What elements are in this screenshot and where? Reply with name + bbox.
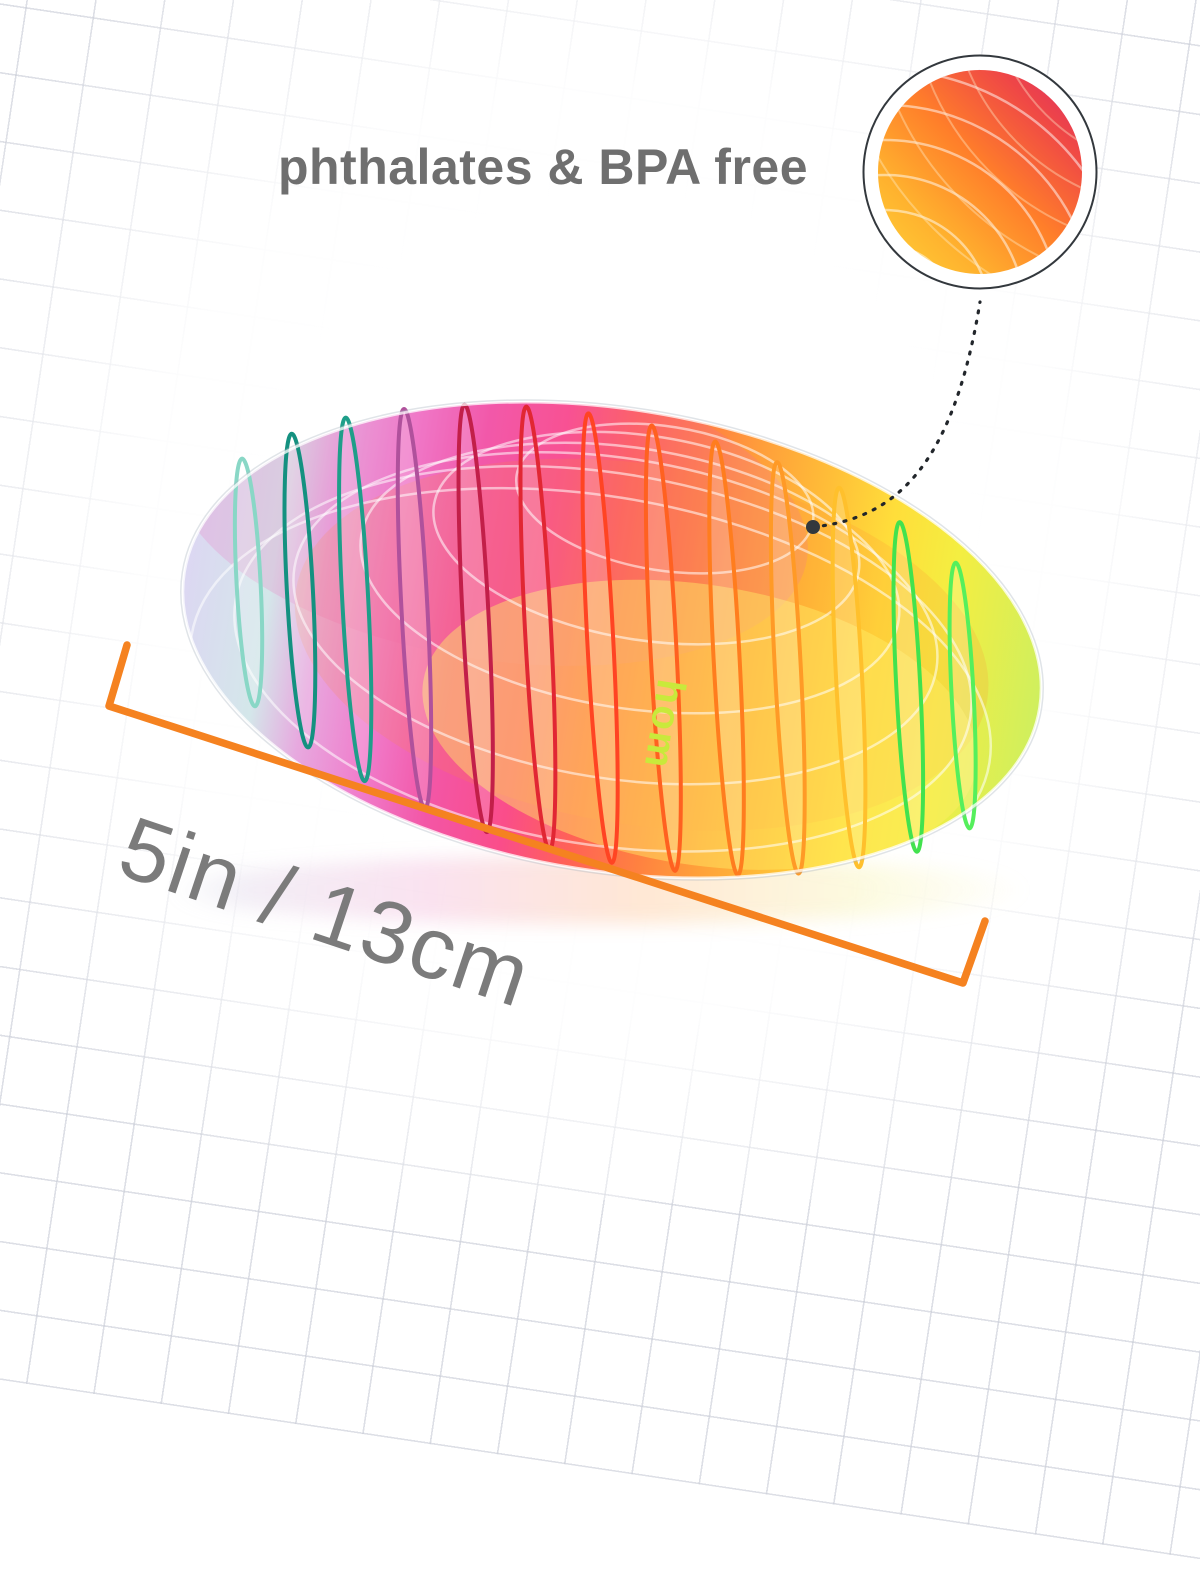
callout-dotted-line: [811, 300, 982, 529]
measurement-bracket: [105, 641, 989, 987]
zoom-inset-ring: [864, 56, 1096, 288]
toy-inner-layers: [174, 353, 992, 912]
product-shadow: [170, 856, 1030, 924]
product-scene: hom: [105, 54, 1098, 987]
claim-text: phthalates & BPA free: [277, 139, 809, 195]
rainbow-lattice-toy: hom: [174, 353, 1044, 912]
toy-outer-rim: [181, 400, 1043, 880]
callout-dot: [806, 520, 820, 534]
vertical-rib-discs: [232, 402, 978, 877]
zoom-inset: [862, 54, 1098, 290]
toy-outer-edge: [180, 399, 1044, 881]
zoom-inset-outline: [862, 54, 1098, 290]
